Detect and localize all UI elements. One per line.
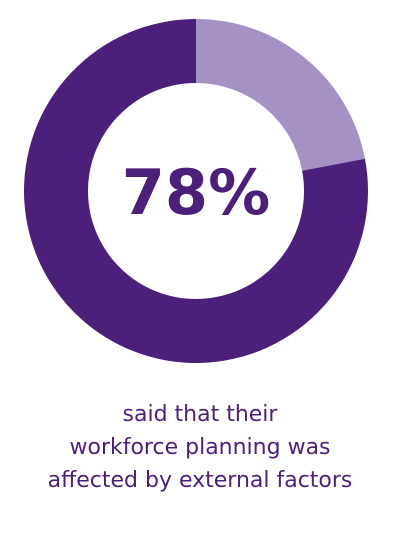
- donut-segment: [196, 19, 365, 171]
- center-value-label: 78%: [122, 156, 270, 229]
- caption-line: affected by external factors: [48, 468, 353, 493]
- caption-line: said that their: [123, 402, 279, 427]
- caption-line: workforce planning was: [69, 435, 330, 460]
- donut-segment: [23, 19, 368, 363]
